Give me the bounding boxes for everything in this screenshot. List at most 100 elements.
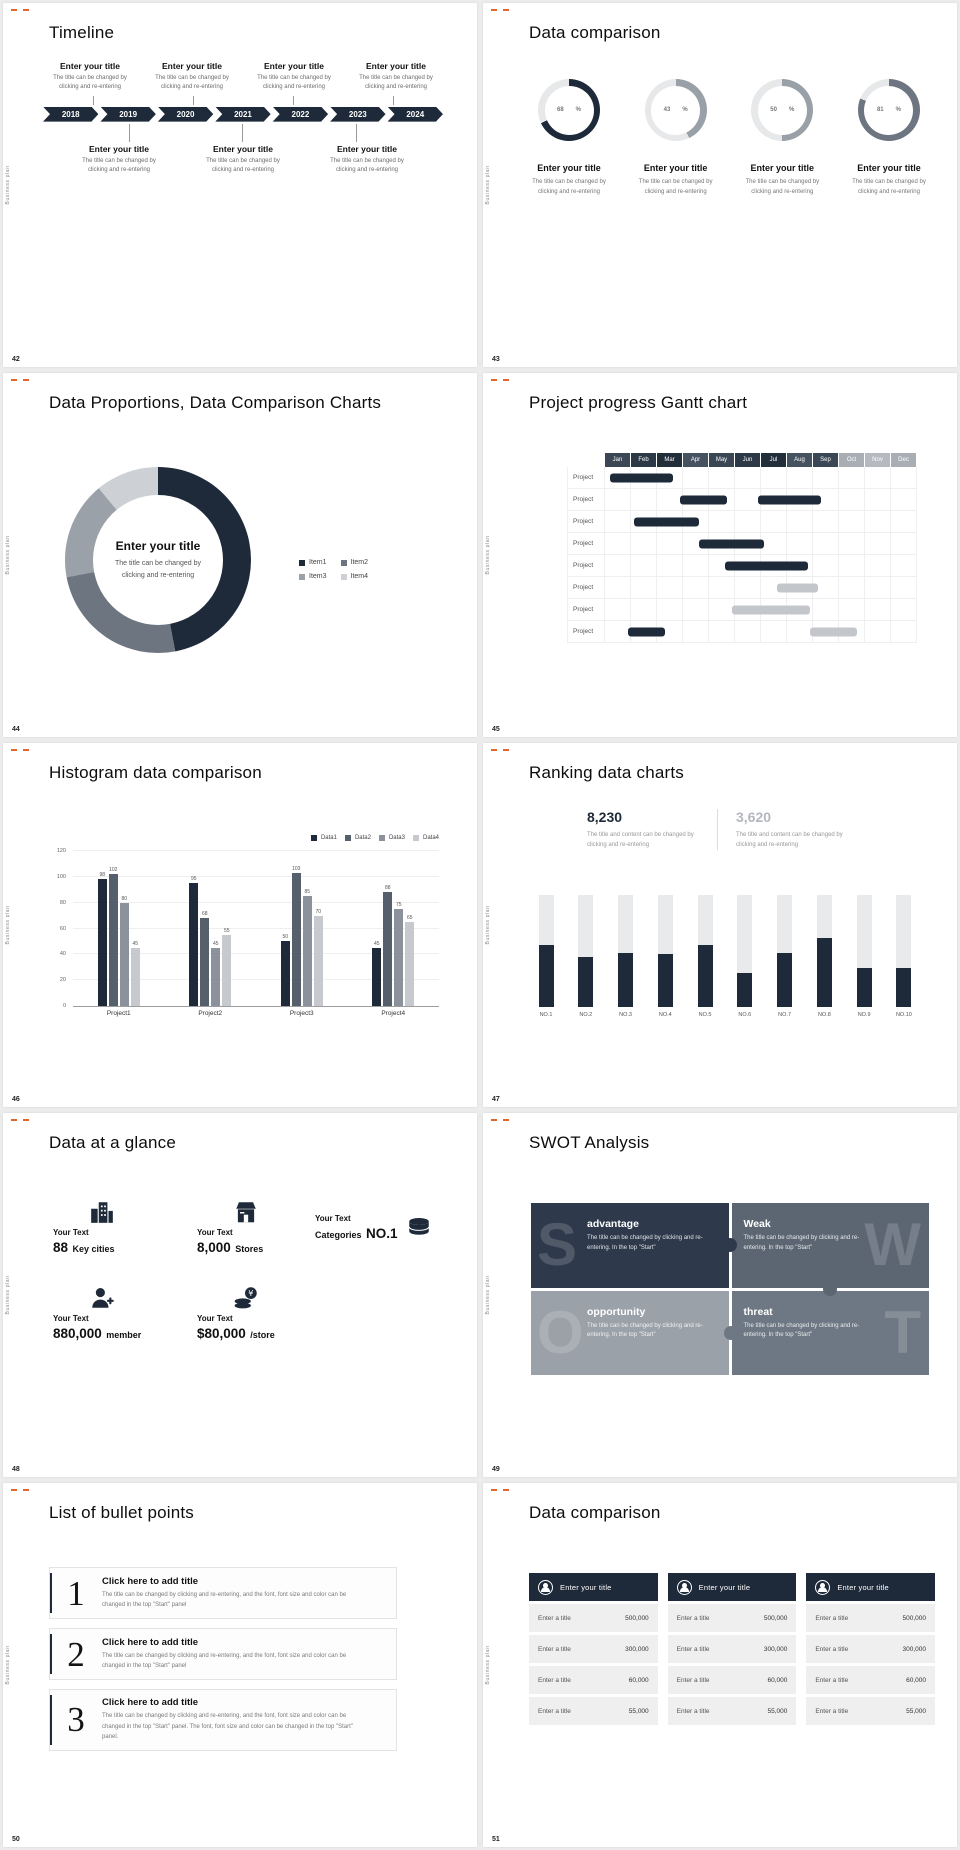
business-plan-vertical-label: Business plan <box>485 535 491 575</box>
timeline-item-title: Enter your title <box>60 61 120 71</box>
timeline-item: Enter your title The title can be changed… <box>349 61 443 93</box>
glance-label: Your Text <box>315 1213 351 1223</box>
gantt-cell <box>813 533 839 555</box>
glance-value: $80,000 /store <box>197 1325 309 1343</box>
slide-title: Histogram data comparison <box>49 763 262 782</box>
bar <box>211 947 221 1006</box>
gantt-month: Jan <box>605 453 631 467</box>
bar-wrap: 45 <box>372 851 382 1006</box>
gantt-row-label: Project <box>567 621 605 643</box>
gantt-cell <box>631 533 657 555</box>
bar <box>394 909 404 1006</box>
ring-title: Enter your title <box>750 163 815 173</box>
glance-value: 8,000 Stores <box>197 1239 309 1257</box>
donut-legend: Item1 Item2 Item3 Item4 <box>299 559 368 580</box>
slide-title: Data at a glance <box>49 1133 177 1152</box>
bullet-text: Click here to add title The title can be… <box>102 1637 354 1672</box>
timeline-item: Enter your title The title can be changed… <box>43 61 137 93</box>
timeline-year: 2024 <box>388 107 443 122</box>
bar-wrap: 45 <box>211 851 221 1006</box>
legend-swatch <box>412 835 419 841</box>
slide-title: Data Proportions, Data Comparison Charts <box>49 393 382 412</box>
accent-dash-icon <box>11 379 29 381</box>
gantt-cell <box>605 555 631 577</box>
bar-wrap: 68 <box>200 851 210 1006</box>
gantt-cell <box>683 621 709 643</box>
bar-wrap: 88 <box>383 851 393 1006</box>
legend-item: Item2 <box>340 559 369 566</box>
timeline-item-title: Enter your title <box>162 61 222 71</box>
bar-wrap: 95 <box>189 851 199 1006</box>
gantt-bar <box>810 627 858 637</box>
ring-desc: The title can be changed by clicking and… <box>745 179 820 195</box>
gantt-cell <box>605 577 631 599</box>
swot-body: The title can be changed by clicking and… <box>743 1322 860 1339</box>
legend-item: Data4 <box>412 835 439 841</box>
page-number: 47 <box>492 1096 500 1103</box>
bar-value-label: 88 <box>384 885 391 892</box>
data-glance: Your Text 88 Key cities Your Text 8,000 … <box>53 1199 453 1343</box>
gantt-cell <box>735 467 761 489</box>
bullet-text: Click here to add title The title can be… <box>102 1576 354 1611</box>
slide-42-timeline: Business plan Timeline Enter your title T… <box>3 3 477 367</box>
legend-label: Item3 <box>309 573 327 580</box>
ring-title: Enter your title <box>537 163 601 173</box>
gantt-month: May <box>709 453 735 467</box>
gantt-cell <box>709 467 735 489</box>
gantt-cell <box>761 533 787 555</box>
ranking-bar-track <box>856 895 872 1007</box>
gantt-cell <box>709 599 735 621</box>
ring-desc: The title can be changed by clicking and… <box>852 179 926 195</box>
row-label: Enter a title <box>676 1707 710 1715</box>
histogram-chart: Data1 Data2 Data3 Data4 0 20 40 60 80 100 120 98 1… <box>53 835 439 1017</box>
gantt-cell <box>839 533 865 555</box>
legend-label: Item2 <box>350 559 369 566</box>
gantt-month: Apr <box>683 453 709 467</box>
ring-title: Enter your title <box>643 163 708 173</box>
y-tick-label: 120 <box>56 848 66 854</box>
gantt-row: Project <box>567 489 917 511</box>
comparison-row: Enter a title 60,000 <box>529 1666 658 1694</box>
gantt-cell <box>787 599 813 621</box>
swot-content: opportunity The title can be changed by … <box>531 1291 729 1357</box>
legend-swatch <box>299 559 305 566</box>
gantt-cell <box>735 511 761 533</box>
bar-value-label: 45 <box>132 940 139 947</box>
slide-title: Ranking data charts <box>529 763 684 782</box>
gantt-row-cells <box>605 555 917 577</box>
ranking-bar-track <box>538 895 554 1007</box>
bar <box>222 934 232 1006</box>
person-icon <box>815 1579 831 1595</box>
comparison-row: Enter a title 300,000 <box>806 1635 936 1663</box>
gantt-cell <box>813 555 839 577</box>
gantt-bar <box>698 539 764 549</box>
ranking-bar-fill <box>697 945 713 1007</box>
slide-50-bullet-list: Business plan List of bullet points 1 Cl… <box>3 1483 477 1847</box>
gantt-cell <box>657 577 683 599</box>
x-category-label: Project3 <box>289 1010 314 1017</box>
row-value: 300,000 <box>763 1645 788 1653</box>
gantt-cell <box>787 533 813 555</box>
ranking-bar-label: NO.6 <box>738 1012 752 1018</box>
accent-dash-icon <box>491 379 509 381</box>
donut-center-text: Enter your title The title can be change… <box>95 497 221 623</box>
percent-sign: % <box>575 106 582 113</box>
slide-title: SWOT Analysis <box>529 1133 650 1152</box>
member-icon <box>92 1288 114 1308</box>
page-number: 51 <box>492 1836 500 1843</box>
gantt-row-label: Project <box>567 467 605 489</box>
y-tick-label: 60 <box>59 925 66 932</box>
gantt-row: Project <box>567 555 917 577</box>
donut-chart: Enter your title The title can be change… <box>65 467 251 653</box>
bullet-item: 1 Click here to add title The title can … <box>49 1567 397 1619</box>
comparison-row: Enter a title 60,000 <box>667 1666 797 1694</box>
glance-item-store-value: ¥ Your Text $80,000 /store <box>197 1285 309 1343</box>
comparison-row: Enter a title 500,000 <box>806 1604 936 1632</box>
ranking-bar-track <box>657 895 673 1007</box>
timeline-year: 2022 <box>273 107 328 122</box>
person-icon <box>538 1579 553 1595</box>
row-label: Enter a title <box>815 1645 849 1653</box>
histogram-y-axis: 0 20 40 60 80 100 120 <box>53 848 69 1009</box>
gantt-month: Dec <box>891 453 917 467</box>
gantt-cell <box>839 467 865 489</box>
